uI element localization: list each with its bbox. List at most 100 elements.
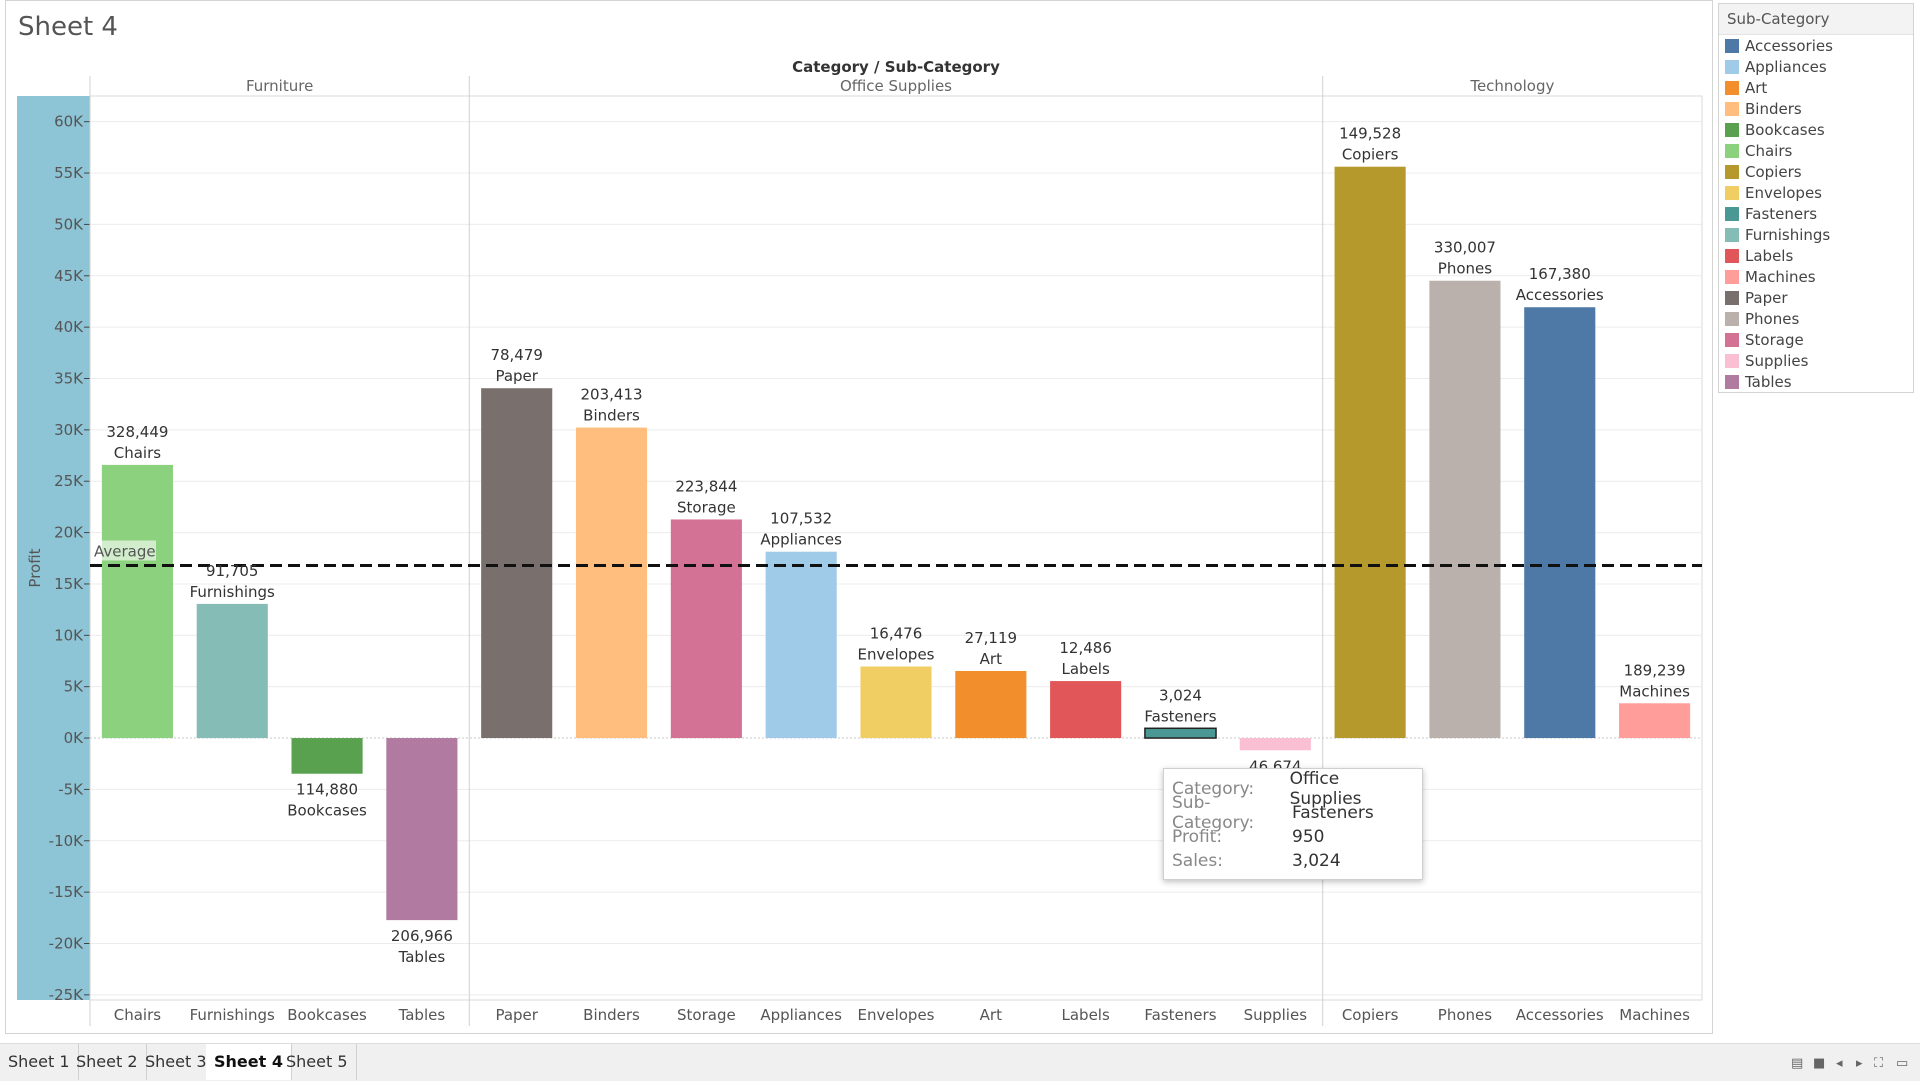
legend-item-furnishings[interactable]: Furnishings — [1719, 224, 1913, 245]
data-label-subcategory: Storage — [677, 498, 736, 516]
legend-label: Binders — [1745, 99, 1802, 118]
average-line-group: Average — [90, 540, 1702, 567]
legend-item-accessories[interactable]: Accessories — [1719, 35, 1913, 56]
legend-item-storage[interactable]: Storage — [1719, 329, 1913, 350]
bar-machines[interactable] — [1619, 703, 1691, 739]
legend-item-copiers[interactable]: Copiers — [1719, 161, 1913, 182]
prev-sheet-icon[interactable]: ◂ — [1836, 1056, 1843, 1071]
x-axis: Chairs Furnishings Bookcases Tables Paper Bin… — [114, 1006, 1690, 1024]
bar-copiers[interactable] — [1334, 166, 1406, 739]
legend-label: Furnishings — [1745, 225, 1831, 244]
x-tick-label: Chairs — [114, 1006, 162, 1024]
bar-bookcases[interactable] — [291, 738, 363, 774]
y-tick-label: 50K — [54, 215, 84, 233]
data-label-subcategory: Envelopes — [858, 646, 935, 664]
fullscreen-icon[interactable]: ⛶ — [1874, 1056, 1884, 1071]
legend-swatch — [1725, 206, 1739, 221]
y-tick-label: 45K — [54, 267, 84, 285]
x-tick-label: Bookcases — [287, 1006, 367, 1024]
legend-label: Art — [1745, 78, 1768, 97]
y-tick-label: -25K — [49, 986, 84, 1004]
data-label-subcategory: Appliances — [760, 531, 842, 549]
single-view-icon[interactable]: ■ — [1813, 1056, 1826, 1071]
data-label-subcategory: Tables — [398, 948, 446, 966]
legend-item-chairs[interactable]: Chairs — [1719, 140, 1913, 161]
legend-label: Paper — [1745, 288, 1788, 307]
legend-item-appliances[interactable]: Appliances — [1719, 56, 1913, 77]
grid-view-icon[interactable]: ▤ — [1791, 1056, 1804, 1071]
bar-paper[interactable] — [481, 388, 553, 739]
y-tick-label: -10K — [49, 832, 84, 850]
next-sheet-icon[interactable]: ▸ — [1856, 1056, 1863, 1071]
bar-phones[interactable] — [1429, 280, 1501, 739]
tab-sheet-3[interactable]: Sheet 3 — [137, 1044, 216, 1080]
legend-item-tables[interactable]: Tables — [1719, 371, 1913, 392]
legend-item-art[interactable]: Art — [1719, 77, 1913, 98]
legend-swatch — [1725, 38, 1739, 53]
bar-accessories[interactable] — [1524, 307, 1596, 739]
tooltip: Category: Office Supplies Sub-Category: … — [1163, 768, 1423, 880]
bar-chairs[interactable] — [101, 464, 173, 739]
bar-binders[interactable] — [575, 427, 648, 739]
presentation-icon[interactable]: ▭ — [1896, 1056, 1909, 1071]
legend-label: Labels — [1745, 246, 1794, 265]
bar-appliances[interactable] — [765, 551, 837, 739]
tab-sheet-4[interactable]: Sheet 4 — [206, 1044, 292, 1080]
bar-art[interactable] — [955, 670, 1027, 739]
x-tick-label: Storage — [677, 1006, 736, 1024]
average-label: Average — [94, 542, 156, 560]
data-label-sales: 16,476 — [870, 625, 923, 643]
data-label-subcategory: Furnishings — [190, 583, 275, 601]
y-tick-label: 35K — [54, 370, 84, 388]
bar-labels[interactable] — [1050, 681, 1122, 739]
y-tick-label: 30K — [54, 421, 84, 439]
y-tick-label: 5K — [64, 678, 85, 696]
legend-label: Tables — [1745, 372, 1792, 391]
legend-label: Phones — [1745, 309, 1800, 328]
tooltip-key: Sales: — [1172, 851, 1223, 871]
data-label-sales: 189,239 — [1624, 661, 1686, 679]
tooltip-row-category: Category: Office Supplies — [1172, 769, 1414, 809]
legend-item-supplies[interactable]: Supplies — [1719, 350, 1913, 371]
data-label-sales: 91,705 — [206, 562, 259, 580]
tab-sheet-5[interactable]: Sheet 5 — [278, 1044, 357, 1080]
column-headers: Category / Sub-Category Furniture Office S… — [89, 58, 1554, 1026]
data-label-subcategory: Copiers — [1342, 146, 1399, 164]
data-label-sales: 27,119 — [965, 629, 1018, 647]
legend-item-machines[interactable]: Machines — [1719, 266, 1913, 287]
bar-tables[interactable] — [386, 738, 458, 921]
legend-swatch — [1725, 311, 1739, 326]
category-header: Technology — [1469, 77, 1554, 95]
y-axis-band[interactable] — [17, 96, 90, 1000]
legend-label: Fasteners — [1745, 204, 1818, 223]
x-tick-label: Phones — [1438, 1006, 1492, 1024]
bar-chart: 60K 55K 50K 45K 40K 35K 30K 25K 20K 15K 10K 5K 0K -5K… — [17, 58, 1703, 1026]
legend-item-fasteners[interactable]: Fasteners — [1719, 203, 1913, 224]
legend-item-binders[interactable]: Binders — [1719, 98, 1913, 119]
legend-item-bookcases[interactable]: Bookcases — [1719, 119, 1913, 140]
tab-sheet-1[interactable]: Sheet 1 — [0, 1044, 79, 1080]
bar-furnishings[interactable] — [196, 603, 268, 739]
bar-storage[interactable] — [670, 519, 742, 739]
legend-items: Accessories Appliances Art Binders Bookcases… — [1719, 35, 1913, 392]
legend-item-paper[interactable]: Paper — [1719, 287, 1913, 308]
data-label-sales: 3,024 — [1159, 686, 1202, 704]
bars — [101, 166, 1691, 921]
data-label-sales: 206,966 — [391, 927, 453, 945]
y-tick-label: 20K — [54, 524, 84, 542]
y-axis-title: Profit — [26, 548, 44, 587]
x-tick-label: Paper — [495, 1006, 538, 1024]
legend-item-envelopes[interactable]: Envelopes — [1719, 182, 1913, 203]
bar-fasteners[interactable] — [1144, 727, 1217, 739]
bar-envelopes[interactable] — [860, 666, 932, 739]
category-header: Furniture — [246, 77, 313, 95]
legend: Sub-Category Accessories Appliances Art Bin… — [1718, 3, 1914, 393]
y-tick-label: 15K — [54, 575, 84, 593]
x-tick-label: Accessories — [1516, 1006, 1604, 1024]
tab-sheet-2[interactable]: Sheet 2 — [68, 1044, 147, 1080]
legend-item-labels[interactable]: Labels — [1719, 245, 1913, 266]
x-tick-label: Machines — [1619, 1006, 1690, 1024]
bar-supplies[interactable] — [1239, 738, 1311, 751]
y-tick-label: -5K — [58, 780, 84, 798]
legend-item-phones[interactable]: Phones — [1719, 308, 1913, 329]
